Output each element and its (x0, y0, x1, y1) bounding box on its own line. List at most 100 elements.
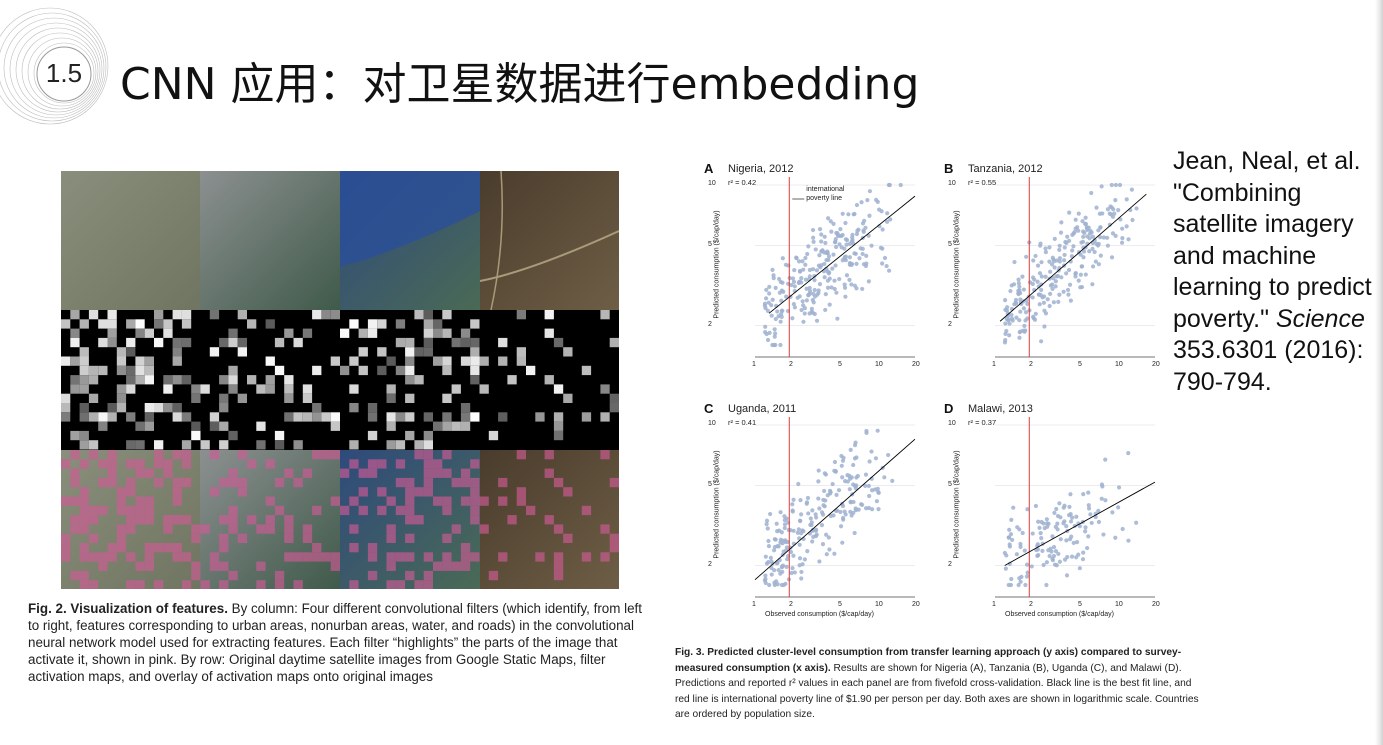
scatter-point (882, 475, 887, 480)
scatter-point (1064, 271, 1069, 276)
x-tick-label: 2 (789, 361, 793, 368)
scatter-point (1039, 519, 1044, 525)
panel-letter: A (704, 161, 714, 176)
scatter-point (823, 240, 828, 246)
scatter-point (1024, 562, 1030, 567)
scatter-point (767, 284, 772, 289)
scatter-point (1126, 237, 1131, 242)
scatter-point (840, 232, 845, 238)
scatter-point (1061, 258, 1067, 263)
scatter-point (1099, 184, 1104, 189)
scatter-point (1124, 197, 1129, 202)
scatter-point (1003, 566, 1008, 571)
scatter-point (775, 309, 780, 314)
scatter-point (853, 251, 858, 256)
scatter-point (830, 266, 835, 271)
scatter-point (869, 488, 875, 493)
scatter-point (1021, 287, 1026, 292)
scatter-point (1039, 274, 1044, 279)
scatter-point (1003, 298, 1008, 303)
scatter-point (1044, 521, 1050, 526)
scatter-point (1035, 279, 1040, 284)
scatter-point (854, 202, 860, 208)
scatter-point (1105, 207, 1111, 212)
scatter-point (1113, 233, 1118, 238)
scatter-point (1005, 305, 1010, 310)
y-tick-label: 5 (948, 480, 952, 488)
y-tick-label: 10 (948, 420, 956, 427)
scatter-point (773, 342, 778, 348)
scatter-point (856, 507, 861, 512)
scatter-point (784, 545, 790, 550)
panel-title: Malawi, 2013 (968, 403, 1033, 415)
scatter-point (1008, 288, 1013, 294)
scatter-point (1057, 292, 1062, 297)
scatter-point (1050, 534, 1055, 539)
scatter-point (1085, 234, 1090, 239)
scatter-point (816, 496, 821, 501)
panel-r2-value: r² = 0.37 (968, 418, 997, 427)
scatter-point (824, 532, 829, 537)
scatter-point (772, 580, 777, 585)
scatter-point (1059, 220, 1064, 225)
scatter-point (876, 490, 881, 495)
scatter-point (809, 306, 814, 311)
scatter-point (1120, 226, 1125, 231)
scatter-point (805, 549, 810, 554)
x-tick-label: 5 (837, 601, 842, 608)
scatter-point (849, 261, 855, 267)
scatter-point (817, 253, 822, 258)
scatter-point (1037, 271, 1043, 276)
scatter-point (802, 311, 807, 316)
scatter-point (799, 569, 804, 575)
scatter-point (1054, 563, 1059, 568)
scatter-point (840, 458, 846, 463)
scatter-point (789, 282, 794, 288)
x-tick-label: 20 (912, 361, 920, 368)
scatter-point (1035, 553, 1040, 559)
scatter-point (1079, 240, 1084, 245)
scatter-point (767, 291, 772, 296)
scatter-point (817, 227, 823, 232)
scatter-point (813, 512, 818, 517)
scatter-point (1105, 235, 1110, 240)
y-tick-label: 10 (708, 420, 716, 427)
scatter-point (1079, 264, 1085, 269)
scatter-point (1006, 318, 1011, 323)
x-tick-label: 5 (837, 361, 842, 368)
y-axis-label: Predicted consumption ($/cap/day) (713, 210, 721, 319)
scatter-point (888, 217, 893, 222)
scatter-point (1065, 554, 1070, 560)
scatter-point (1017, 284, 1022, 289)
scatter-point (797, 563, 802, 568)
scatter-point (1096, 262, 1101, 267)
scatter-point (779, 298, 784, 303)
y-tick-label: 10 (948, 180, 956, 187)
scatter-point (1020, 274, 1025, 279)
scatter-point (1134, 520, 1139, 525)
x-axis-label: Observed consumption ($/cap/day) (765, 611, 874, 618)
scatter-point (1007, 321, 1012, 326)
scatter-point (1067, 537, 1073, 542)
scatter-point (876, 507, 881, 512)
scatter-point (810, 539, 815, 544)
scatter-point (772, 548, 777, 553)
scatter-point (1110, 510, 1115, 515)
y-tick-label: 5 (948, 240, 952, 248)
scatter-point (1018, 329, 1023, 334)
scatter-point (1038, 531, 1043, 536)
scatter-point (1043, 274, 1048, 279)
scatter-point (1016, 291, 1021, 297)
scatter-point (1047, 553, 1052, 559)
scatter-point (1044, 517, 1049, 522)
scatter-point (1050, 282, 1055, 287)
best-fit-line (999, 193, 1147, 322)
scatter-point (776, 567, 781, 573)
scatter-point (1052, 510, 1057, 516)
scatter-point (778, 319, 783, 324)
scatter-point (854, 286, 859, 291)
scatter-point (826, 271, 831, 276)
scatter-point (782, 525, 787, 531)
scatter-point (1017, 335, 1022, 340)
scatter-point (1009, 576, 1014, 582)
